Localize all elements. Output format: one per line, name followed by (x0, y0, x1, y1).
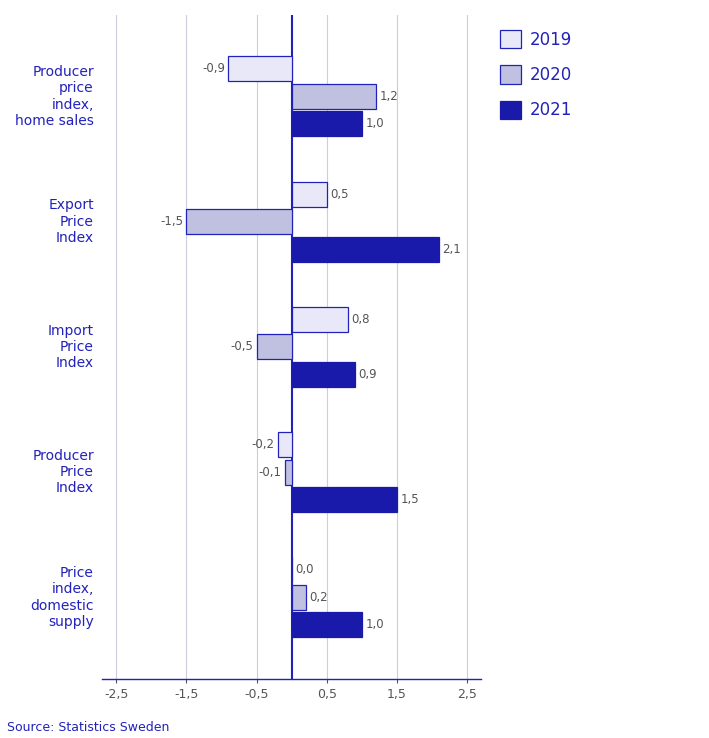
Bar (291, 84, 376, 109)
Text: 1,2: 1,2 (379, 90, 398, 103)
Bar (284, 460, 291, 485)
Bar (291, 111, 362, 137)
Text: Source: Statistics Sweden: Source: Statistics Sweden (7, 721, 169, 734)
Text: 1,5: 1,5 (401, 493, 419, 506)
Text: 1,0: 1,0 (365, 618, 384, 632)
Text: -1,5: -1,5 (160, 215, 183, 228)
Bar (291, 362, 354, 387)
Text: 0,8: 0,8 (351, 313, 370, 326)
Text: 0,0: 0,0 (295, 563, 313, 576)
Bar (257, 334, 291, 359)
Text: 0,9: 0,9 (358, 368, 377, 381)
Text: -0,5: -0,5 (230, 340, 253, 354)
Text: 0,5: 0,5 (330, 187, 349, 201)
Bar (228, 56, 291, 81)
Text: 0,2: 0,2 (309, 591, 328, 604)
Legend: 2019, 2020, 2021: 2019, 2020, 2021 (493, 24, 579, 126)
Text: 2,1: 2,1 (442, 243, 461, 256)
Text: -0,2: -0,2 (251, 438, 274, 451)
Text: -0,1: -0,1 (258, 466, 281, 479)
Text: -0,9: -0,9 (202, 62, 225, 75)
Bar (291, 307, 347, 332)
Bar (278, 432, 291, 457)
Text: 1,0: 1,0 (365, 117, 384, 131)
Bar (291, 182, 327, 207)
Bar (291, 237, 439, 262)
Bar (291, 585, 306, 610)
Bar (291, 613, 362, 638)
Bar (291, 487, 397, 512)
Bar (186, 209, 291, 234)
